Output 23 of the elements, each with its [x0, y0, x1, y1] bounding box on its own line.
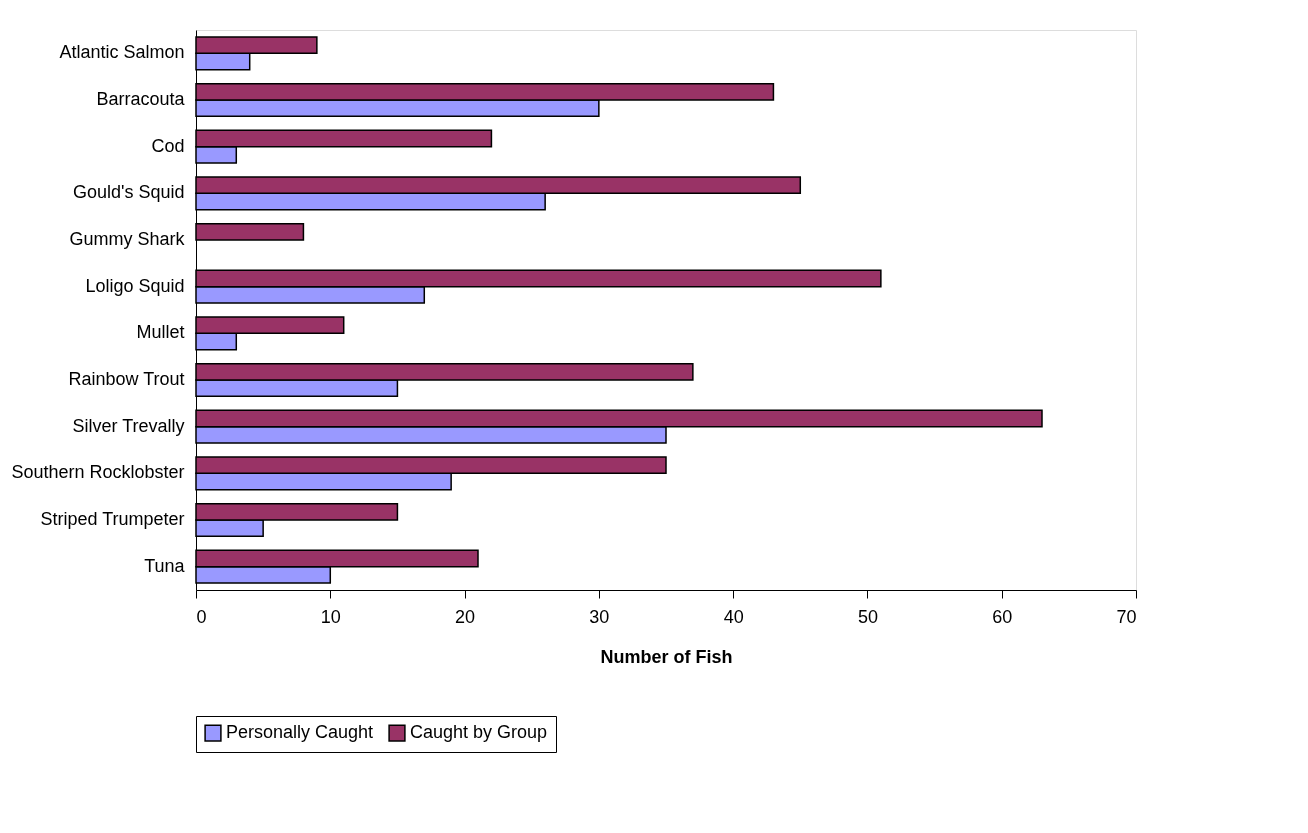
x-tick-label: 10: [320, 606, 341, 627]
y-tick-label: Rainbow Trout: [68, 369, 185, 389]
x-tick-label: 60: [992, 606, 1013, 627]
legend-label: Caught by Group: [410, 722, 548, 743]
y-tick-label: Gummy Shark: [69, 229, 186, 249]
x-tick-label: 0: [196, 606, 207, 627]
x-tick-label: 30: [589, 606, 610, 627]
y-tick-label: Loligo Squid: [85, 275, 185, 296]
y-tick-label: Mullet: [136, 322, 185, 343]
y-tick-label: Barracouta: [96, 89, 186, 109]
y-tick-label: Striped Trumpeter: [40, 509, 185, 529]
y-tick-label: Cod: [151, 135, 185, 156]
x-axis-title: Number of Fish: [600, 646, 733, 667]
x-tick-label: 20: [455, 606, 476, 627]
y-tick-label: Tuna: [144, 555, 186, 576]
y-tick-label: Atlantic Salmon: [59, 42, 185, 63]
y-tick-label: Southern Rocklobster: [11, 462, 185, 483]
x-tick-label: 70: [1116, 606, 1137, 627]
x-tick-label: 40: [723, 606, 744, 627]
x-tick-label: 50: [857, 606, 878, 627]
y-tick-label: Silver Trevally: [72, 415, 185, 436]
y-tick-label: Gould's Squid: [72, 182, 185, 203]
legend-label: Personally Caught: [226, 722, 374, 743]
